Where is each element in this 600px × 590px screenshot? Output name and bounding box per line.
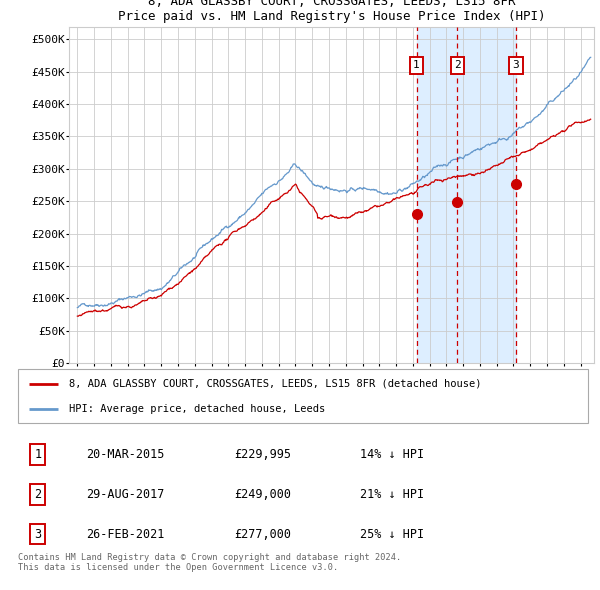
Text: £277,000: £277,000 — [235, 527, 292, 540]
Text: HPI: Average price, detached house, Leeds: HPI: Average price, detached house, Leed… — [70, 404, 326, 414]
Text: 2: 2 — [34, 488, 41, 501]
Text: Contains HM Land Registry data © Crown copyright and database right 2024.: Contains HM Land Registry data © Crown c… — [18, 553, 401, 562]
Text: 3: 3 — [512, 60, 520, 70]
Text: 29-AUG-2017: 29-AUG-2017 — [86, 488, 165, 501]
Text: 20-MAR-2015: 20-MAR-2015 — [86, 448, 165, 461]
Bar — [416, 27, 516, 363]
Text: £249,000: £249,000 — [235, 488, 292, 501]
Text: £229,995: £229,995 — [235, 448, 292, 461]
Title: 8, ADA GLASSBY COURT, CROSSGATES, LEEDS, LS15 8FR
Price paid vs. HM Land Registr: 8, ADA GLASSBY COURT, CROSSGATES, LEEDS,… — [118, 0, 545, 22]
Text: 21% ↓ HPI: 21% ↓ HPI — [360, 488, 424, 501]
Text: 25% ↓ HPI: 25% ↓ HPI — [360, 527, 424, 540]
Text: 14% ↓ HPI: 14% ↓ HPI — [360, 448, 424, 461]
Text: 2: 2 — [454, 60, 461, 70]
Text: 26-FEB-2021: 26-FEB-2021 — [86, 527, 165, 540]
FancyBboxPatch shape — [18, 369, 588, 423]
Text: 8, ADA GLASSBY COURT, CROSSGATES, LEEDS, LS15 8FR (detached house): 8, ADA GLASSBY COURT, CROSSGATES, LEEDS,… — [70, 379, 482, 389]
Text: 1: 1 — [34, 448, 41, 461]
Text: 1: 1 — [413, 60, 420, 70]
Text: 3: 3 — [34, 527, 41, 540]
Text: This data is licensed under the Open Government Licence v3.0.: This data is licensed under the Open Gov… — [18, 563, 338, 572]
